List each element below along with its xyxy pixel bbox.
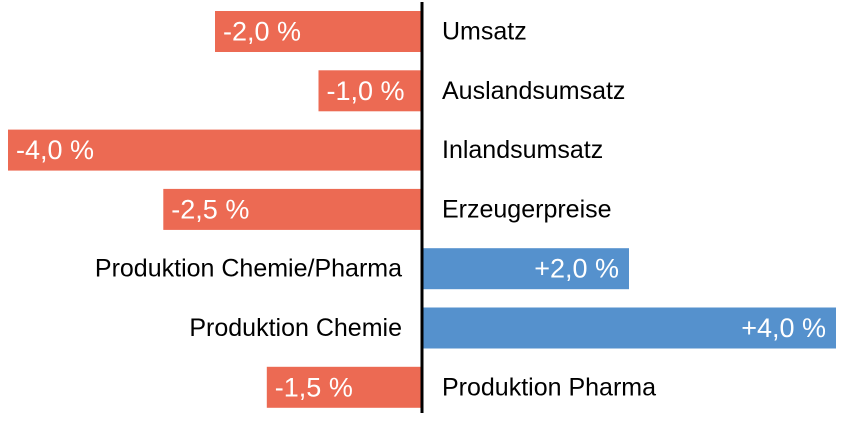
- value-label-produktion-pharma: -1,5 %: [275, 372, 353, 402]
- category-label-produktion-chemie-pharma: Produktion Chemie/Pharma: [95, 255, 402, 283]
- category-label-umsatz: Umsatz: [442, 18, 527, 46]
- bar-produktion-pharma: [266, 366, 423, 408]
- bar-erzeugerpreise: [163, 188, 423, 230]
- category-label-inlandsumsatz: Inlandsumsatz: [442, 136, 603, 164]
- category-label-erzeugerpreise: Erzeugerpreise: [442, 195, 612, 223]
- category-label-produktion-pharma: Produktion Pharma: [442, 373, 656, 401]
- bar-produktion-chemie: [422, 307, 836, 349]
- value-label-erzeugerpreise: -2,5 %: [171, 194, 249, 224]
- bars-group: [8, 11, 836, 408]
- bar-inlandsumsatz: [8, 129, 422, 171]
- value-label-auslandsumsatz: -1,0 %: [327, 76, 405, 106]
- value-label-inlandsumsatz: -4,0 %: [16, 135, 94, 165]
- bar-auslandsumsatz: [318, 70, 422, 112]
- bar-produktion-chemie-pharma: [422, 248, 629, 290]
- value-label-produktion-chemie-pharma: +2,0 %: [534, 254, 619, 284]
- value-label-umsatz: -2,0 %: [223, 17, 301, 47]
- labels-group: -2,0 % Umsatz -1,0 % Auslandsumsatz -4,0 % In…: [16, 17, 826, 403]
- category-label-produktion-chemie: Produktion Chemie: [189, 314, 402, 342]
- category-label-auslandsumsatz: Auslandsumsatz: [442, 77, 625, 105]
- bar-umsatz: [215, 11, 422, 52]
- value-label-produktion-chemie: +4,0 %: [741, 313, 826, 343]
